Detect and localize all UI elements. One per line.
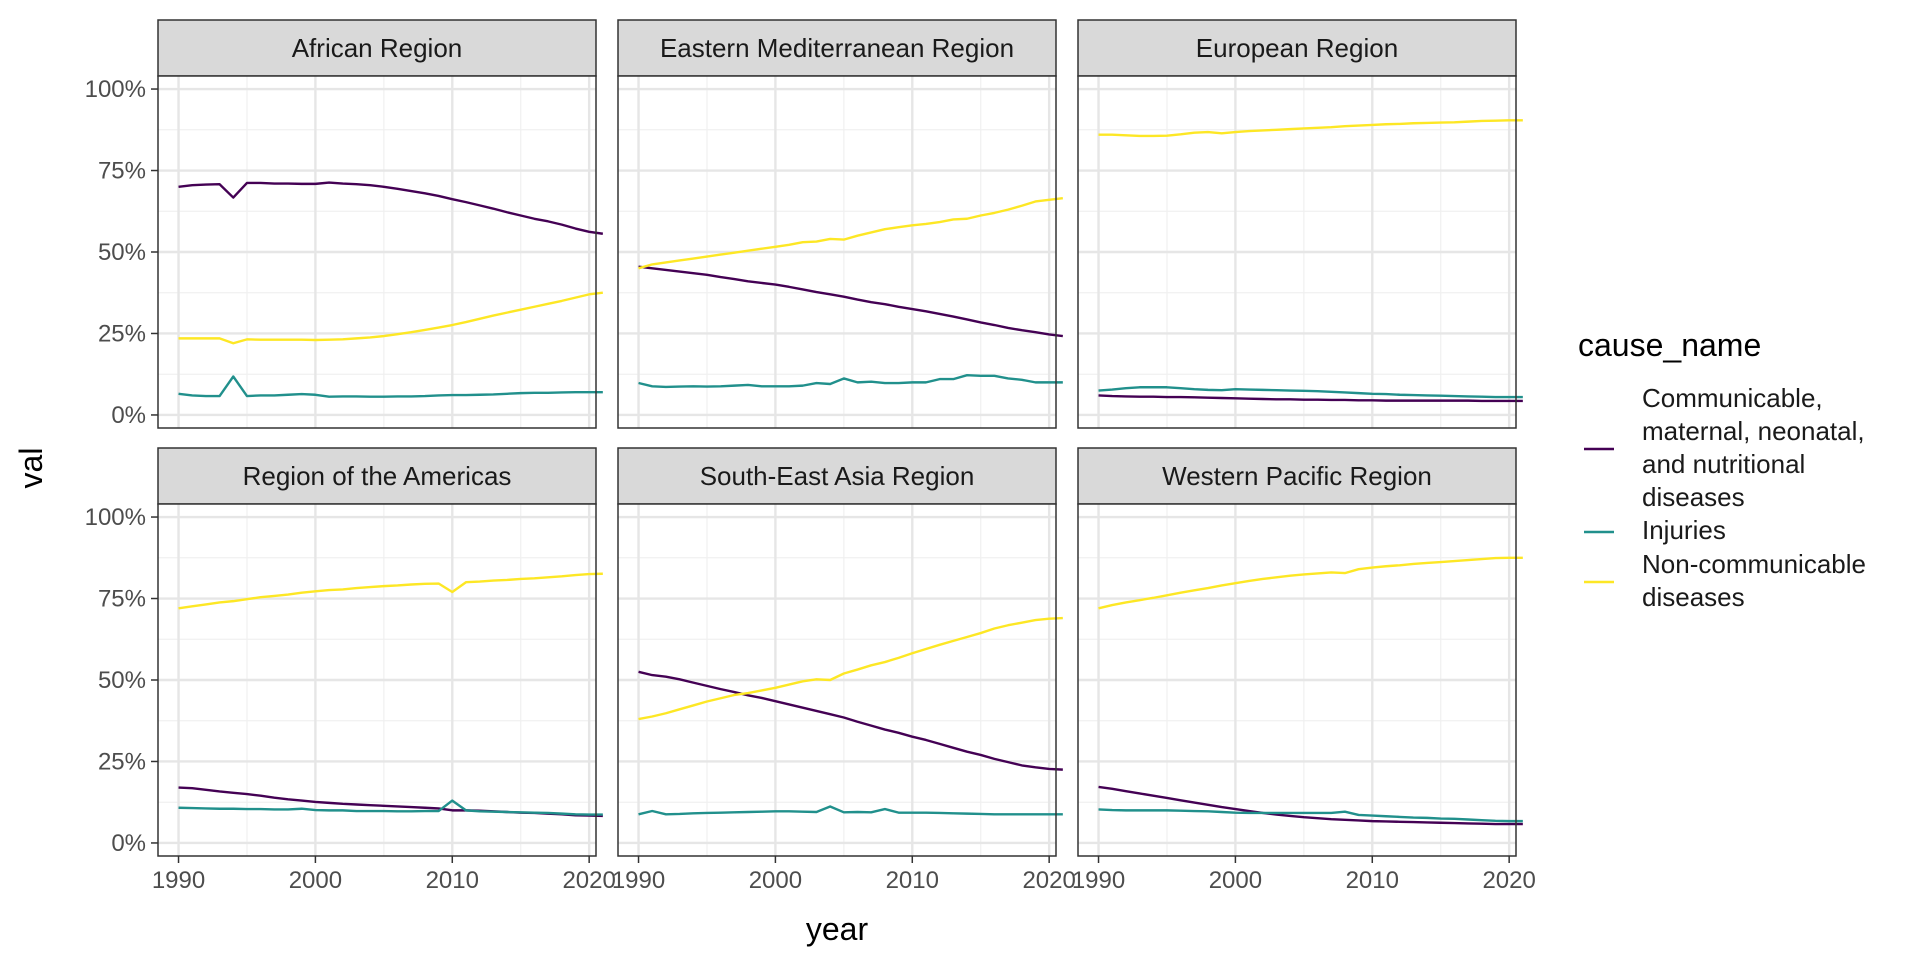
facet-strip	[157, 447, 597, 505]
facet-strip	[1077, 447, 1517, 505]
facet-panel: Western Pacific Region 1990 2000 2010 2020	[1072, 447, 1536, 894]
facet-title: Western Pacific Region	[1162, 461, 1432, 491]
x-tick-label: 2000	[1209, 867, 1262, 894]
facet-strip	[617, 447, 1057, 505]
y-tick-label: 50%	[98, 667, 146, 694]
panel-border	[617, 75, 1057, 429]
series-line	[638, 265, 1063, 338]
x-axis-title: year	[806, 911, 869, 947]
y-tick-label: 75%	[98, 158, 146, 185]
series-line	[178, 181, 604, 235]
series-line	[638, 616, 1063, 721]
series-line	[1098, 394, 1523, 403]
x-tick-label: 2000	[749, 867, 802, 894]
legend-label-line: and nutritional	[1642, 449, 1805, 479]
series-line	[178, 291, 603, 345]
series-line	[1098, 386, 1523, 399]
legend-item: Non-communicable diseases	[1584, 549, 1866, 612]
x-tick-label: 2000	[289, 867, 342, 894]
facet-strip	[617, 19, 1057, 77]
legend-label-line: diseases	[1642, 582, 1745, 612]
facet-title: Region of the Americas	[243, 461, 512, 491]
x-tick-label: 2010	[886, 867, 939, 894]
series-line	[1098, 556, 1523, 610]
facet-strip	[157, 19, 597, 77]
series-line	[1098, 808, 1523, 823]
y-tick-label: 0%	[111, 402, 146, 429]
legend-label: Communicable, maternal, neonatal, and nutr…	[1642, 383, 1865, 512]
legend-label-line: Non-communicable	[1642, 549, 1866, 579]
legend-label: Non-communicable diseases	[1642, 549, 1866, 612]
legend-label: Injuries	[1642, 515, 1726, 545]
y-tick-label: 50%	[98, 239, 146, 266]
legend-item: Communicable, maternal, neonatal, and nutr…	[1584, 383, 1865, 512]
series-line	[178, 375, 603, 398]
legend-label-line: Communicable,	[1642, 383, 1823, 413]
series-line	[1098, 785, 1523, 826]
legend-label-line: diseases	[1642, 482, 1745, 512]
series-line	[638, 197, 1063, 270]
series-line	[1098, 119, 1523, 138]
x-tick-label: 1990	[612, 867, 665, 894]
series-line	[638, 374, 1063, 389]
facet-panel: African Region 0% 25% 50% 75% 100%	[85, 19, 604, 429]
panel-border	[1077, 75, 1517, 429]
x-tick-label: 1990	[152, 867, 205, 894]
facet-title: South-East Asia Region	[700, 461, 975, 491]
x-tick-label: 2020	[1022, 867, 1075, 894]
legend-item: Injuries	[1584, 515, 1726, 545]
series-line	[178, 572, 603, 610]
facet-title: Eastern Mediterranean Region	[660, 33, 1014, 63]
y-tick-label: 25%	[98, 748, 146, 775]
y-tick-label: 75%	[98, 586, 146, 613]
series-line	[178, 799, 603, 816]
x-tick-label: 2010	[426, 867, 479, 894]
series-line	[638, 805, 1063, 816]
panel-border	[617, 503, 1057, 857]
y-tick-label: 100%	[85, 504, 146, 531]
y-tick-label: 25%	[98, 320, 146, 347]
x-tick-label: 2010	[1346, 867, 1399, 894]
legend-label-line: Injuries	[1642, 515, 1726, 545]
facet-title: African Region	[292, 33, 463, 63]
legend-title: cause_name	[1578, 327, 1761, 363]
x-tick-label: 2020	[1482, 867, 1535, 894]
facet-strip	[1077, 19, 1517, 77]
facet-panel: European Region	[1077, 19, 1523, 429]
series-line	[638, 670, 1063, 771]
y-tick-label: 100%	[85, 76, 146, 103]
y-axis-title: val	[13, 448, 49, 489]
facet-title: European Region	[1196, 33, 1398, 63]
panel-border	[1077, 503, 1517, 857]
x-tick-label: 2020	[562, 867, 615, 894]
facet-panel: Eastern Mediterranean Region	[617, 19, 1063, 429]
y-tick-label: 0%	[111, 830, 146, 857]
legend: cause_name Communicable, maternal, neonata…	[1578, 327, 1866, 612]
facet-panel: South-East Asia Region 1990 2000 2010 2020	[612, 447, 1076, 894]
x-tick-label: 1990	[1072, 867, 1125, 894]
facet-panel: Region of the Americas 0% 25% 50% 75% 100% 199…	[85, 447, 616, 894]
legend-label-line: maternal, neonatal,	[1642, 416, 1865, 446]
